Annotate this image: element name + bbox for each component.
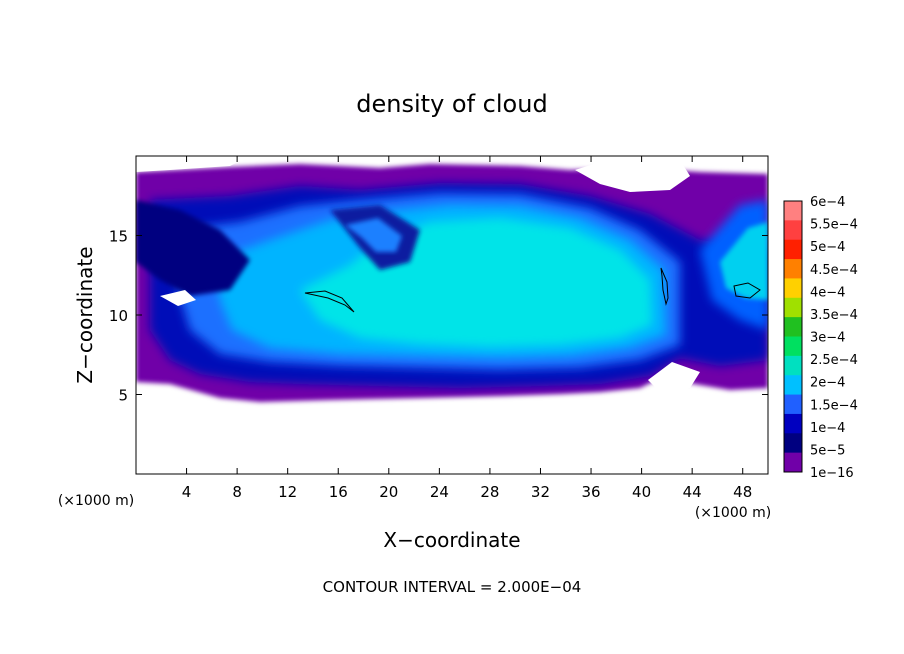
contour-line <box>660 267 669 306</box>
colorbar-swatch <box>784 220 802 241</box>
y-axis: 5 10 15 <box>109 228 768 405</box>
x-tick-label: 28 <box>480 483 499 501</box>
colorbar-swatch <box>784 297 802 318</box>
x-axis-unit-left: (×1000 m) <box>58 493 134 509</box>
clear-gap-left <box>160 290 196 306</box>
y-tick-label: 10 <box>109 307 128 325</box>
contour-interval-note: CONTOUR INTERVAL = 2.000E−04 <box>323 578 582 596</box>
y-tick-label: 5 <box>118 387 128 405</box>
colorbar-label: 5e−5 <box>810 443 845 458</box>
colorbar-legend: 6e−4 5.5e−4 5e−4 4.5e−4 4e−4 3.5e−4 3e−4 2.5e−4… <box>783 195 858 481</box>
colorbar-swatch <box>784 317 802 337</box>
colorbar-label: 1e−16 <box>810 466 854 481</box>
colorbar-swatch <box>784 336 802 357</box>
chart-title: density of cloud <box>356 90 547 118</box>
cloud-swirl-upper-inner <box>345 218 402 252</box>
colorbar-swatch <box>784 394 802 415</box>
x-tick-label: 16 <box>329 483 348 501</box>
colorbar-swatch <box>784 375 802 396</box>
clear-gap-right <box>648 362 700 392</box>
x-tick-label: 4 <box>182 483 192 501</box>
colorbar-swatch <box>784 355 802 376</box>
x-tick-label: 36 <box>581 483 600 501</box>
x-axis: 4 8 12 16 20 24 28 32 36 40 44 48 <box>182 156 752 501</box>
contour-line <box>733 282 761 299</box>
x-tick-label: 12 <box>278 483 297 501</box>
heatmap-field <box>136 156 768 402</box>
cloud-swirl-left <box>136 200 250 296</box>
colorbar-swatch <box>784 278 802 299</box>
colorbar-swatch <box>784 201 802 221</box>
x-tick-label: 44 <box>683 483 702 501</box>
cloud-plume-right-core <box>720 222 768 300</box>
x-tick-label: 48 <box>733 483 752 501</box>
clear-gap-top-left <box>136 156 250 172</box>
x-axis-label: X−coordinate <box>383 528 520 552</box>
y-axis-label: Z−coordinate <box>73 246 97 383</box>
colorbar-swatch <box>784 433 802 454</box>
colorbar-label: 5.5e−4 <box>810 218 858 233</box>
clear-gap-top-right <box>575 160 690 192</box>
x-tick-label: 8 <box>232 483 242 501</box>
x-tick-label: 24 <box>430 483 449 501</box>
x-axis-unit-right: (×1000 m) <box>695 505 771 521</box>
x-tick-label: 20 <box>379 483 398 501</box>
colorbar-label: 2.5e−4 <box>810 353 858 368</box>
colorbar-label: 1.5e−4 <box>810 398 858 413</box>
colorbar-label: 3e−4 <box>810 331 845 346</box>
x-tick-label: 40 <box>632 483 651 501</box>
colorbar-frame <box>783 200 803 473</box>
y-tick-label: 15 <box>109 228 128 246</box>
x-tick-label: 32 <box>531 483 550 501</box>
colorbar-label: 4e−4 <box>810 285 845 300</box>
colorbar-swatch <box>784 239 802 260</box>
colorbar-swatch <box>784 259 802 279</box>
colorbar-label: 2e−4 <box>810 376 845 391</box>
colorbar-label: 1e−4 <box>810 421 845 436</box>
colorbar-label: 4.5e−4 <box>810 263 858 278</box>
colorbar-label: 6e−4 <box>810 195 845 210</box>
colorbar-swatch <box>784 413 802 434</box>
contour-line <box>304 290 355 313</box>
colorbar-swatch <box>784 452 802 473</box>
colorbar-label: 3.5e−4 <box>810 308 858 323</box>
colorbar-label: 5e−4 <box>810 240 845 255</box>
